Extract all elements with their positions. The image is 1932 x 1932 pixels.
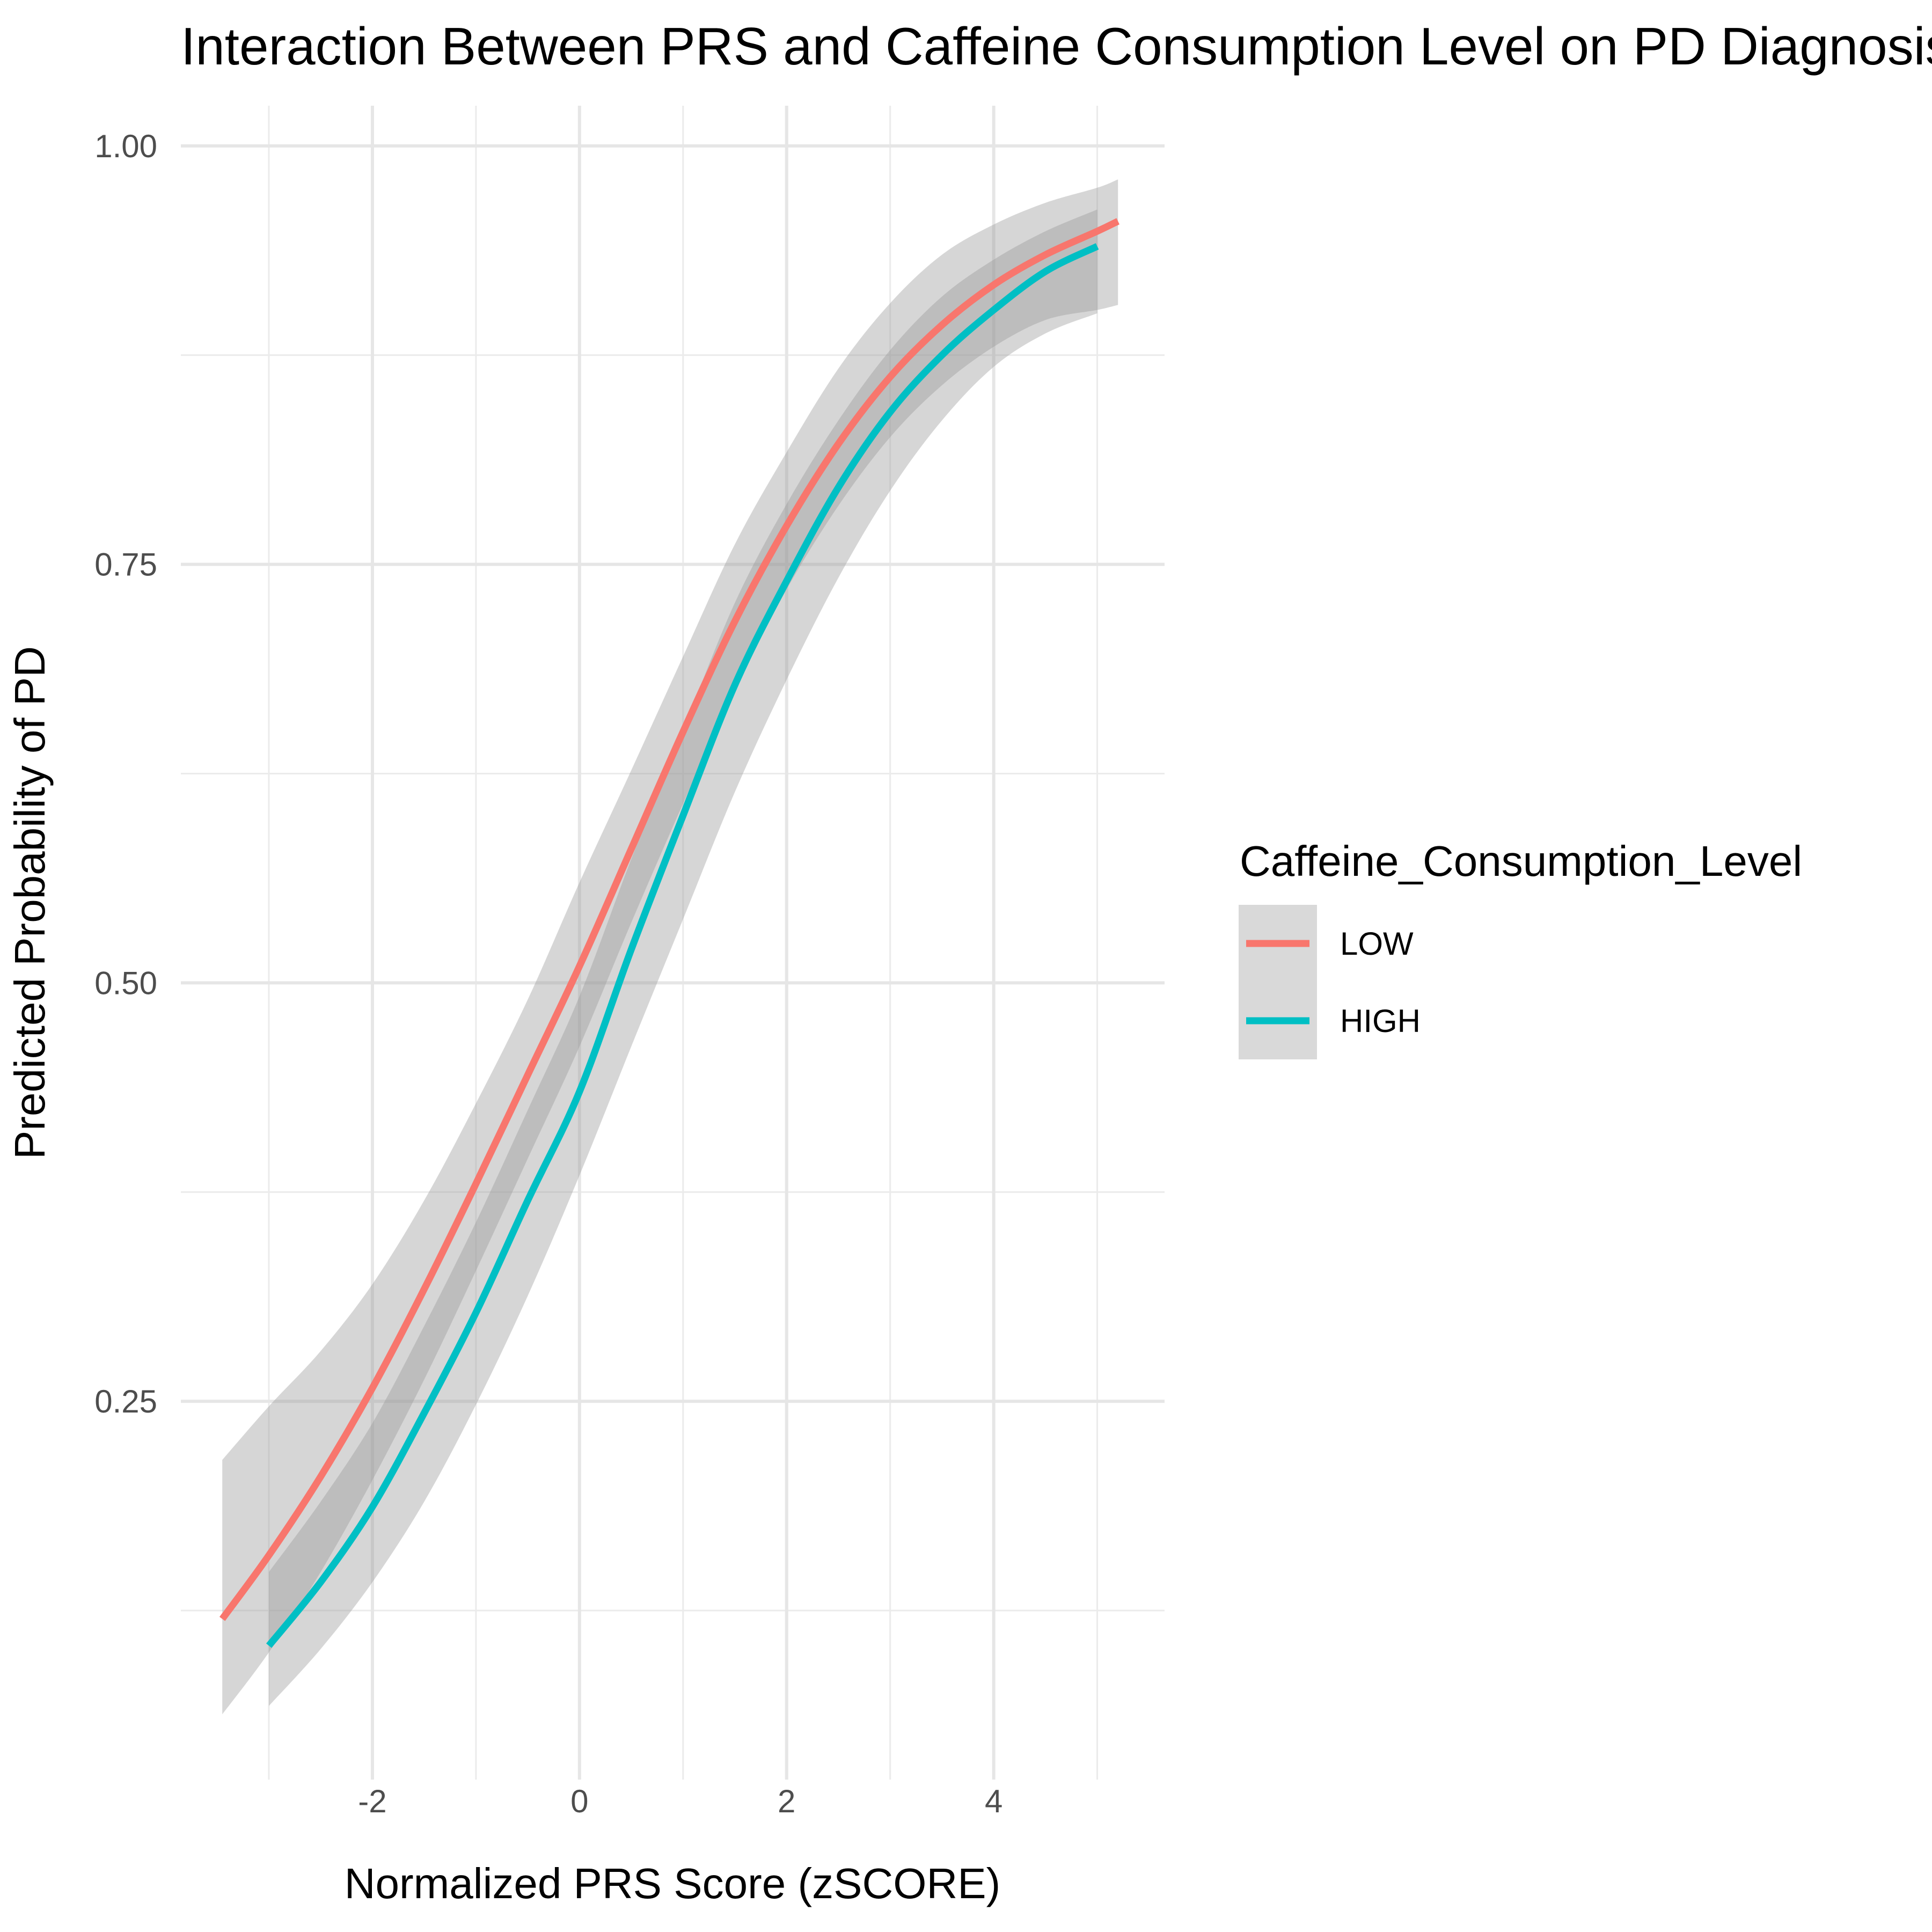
chart-title: Interaction Between PRS and Caffeine Con… (181, 17, 1932, 76)
legend: Caffeine_Consumption_Level LOW HIGH (1239, 837, 1802, 1059)
ribbon-low (222, 179, 1118, 1715)
x-axis-title: Normalized PRS Score (zSCORE) (345, 1860, 1001, 1907)
tick-labels: -2 0 2 4 0.25 0.50 0.75 1.00 (94, 128, 1002, 1819)
x-tick-label: 2 (778, 1783, 795, 1819)
x-tick-label: 0 (570, 1783, 588, 1819)
x-tick-label: -2 (358, 1783, 386, 1819)
y-tick-label: 0.25 (94, 1384, 157, 1419)
legend-title: Caffeine_Consumption_Level (1240, 837, 1802, 885)
y-tick-label: 1.00 (94, 128, 157, 164)
legend-label-high: HIGH (1340, 1003, 1421, 1039)
legend-label-low: LOW (1340, 926, 1414, 962)
series-lines (219, 218, 1120, 1648)
ribbon-high (269, 209, 1097, 1706)
legend-key-background (1239, 905, 1317, 1059)
y-axis-title: Predicted Probability of PD (6, 646, 54, 1159)
series-line-low (219, 218, 1120, 1621)
y-tick-label: 0.75 (94, 547, 157, 583)
x-tick-label: 4 (985, 1783, 1002, 1819)
legend-items: LOW HIGH (1246, 926, 1421, 1039)
confidence-ribbons (222, 179, 1118, 1715)
series-line-high (266, 243, 1099, 1648)
y-tick-label: 0.50 (94, 965, 157, 1001)
